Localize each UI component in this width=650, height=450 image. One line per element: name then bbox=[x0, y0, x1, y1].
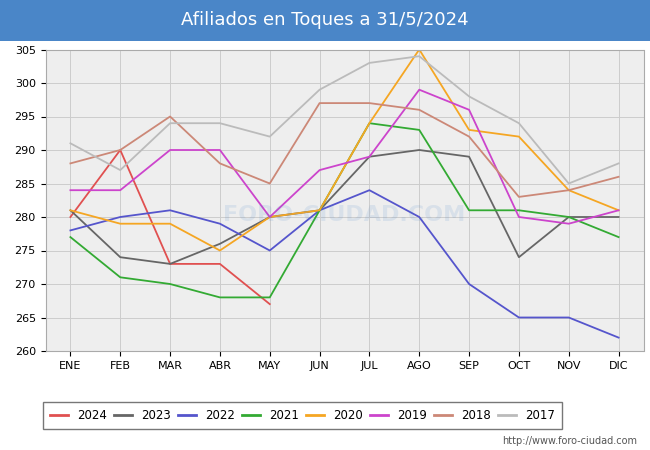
Text: http://www.foro-ciudad.com: http://www.foro-ciudad.com bbox=[502, 436, 637, 446]
Legend: 2024, 2023, 2022, 2021, 2020, 2019, 2018, 2017: 2024, 2023, 2022, 2021, 2020, 2019, 2018… bbox=[43, 402, 562, 429]
Text: Afiliados en Toques a 31/5/2024: Afiliados en Toques a 31/5/2024 bbox=[181, 11, 469, 29]
Text: FORO-CIUDAD.COM: FORO-CIUDAD.COM bbox=[224, 205, 465, 225]
